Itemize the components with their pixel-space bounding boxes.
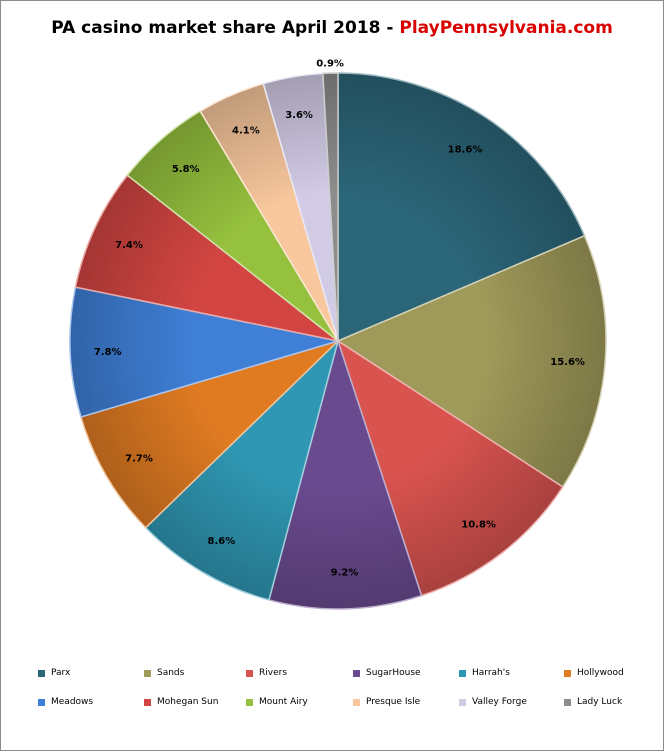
slice-label-harrah-s: 8.6% bbox=[208, 536, 236, 547]
pie-slice-meadows bbox=[69, 286, 339, 418]
slice-label-hollywood: 7.7% bbox=[125, 453, 153, 464]
legend-item-meadows: Meadows bbox=[38, 697, 93, 707]
slice-label-sands: 15.6% bbox=[550, 357, 585, 368]
legend-item-parx: Parx bbox=[38, 668, 70, 678]
chart-title-text: PA casino market share April 2018 - bbox=[51, 18, 400, 38]
legend-item-sugarhouse: SugarHouse bbox=[353, 668, 421, 678]
legend-label: Hollywood bbox=[577, 668, 624, 678]
legend-swatch bbox=[459, 698, 466, 706]
legend-item-mohegan-sun: Mohegan Sun bbox=[144, 697, 218, 707]
legend-label: Mohegan Sun bbox=[157, 697, 219, 707]
legend-swatch bbox=[459, 669, 466, 677]
legend-label: Presque Isle bbox=[366, 697, 421, 707]
chart-title-brand: PlayPennsylvania.com bbox=[399, 18, 613, 38]
legend-label: SugarHouse bbox=[366, 668, 421, 678]
legend-label: Meadows bbox=[51, 697, 94, 707]
pie-slice-lady-luck bbox=[322, 72, 339, 342]
legend-swatch bbox=[144, 698, 151, 706]
legend-swatch bbox=[246, 698, 253, 706]
legend-item-rivers: Rivers bbox=[246, 668, 287, 678]
legend-item-harrah-s: Harrah's bbox=[459, 668, 510, 678]
legend-label: Sands bbox=[157, 668, 185, 678]
legend-swatch bbox=[246, 669, 253, 677]
legend-swatch bbox=[38, 698, 45, 706]
slice-label-mount-airy: 5.8% bbox=[172, 164, 200, 175]
legend-swatch bbox=[38, 669, 45, 677]
legend-swatch bbox=[564, 698, 571, 706]
pie-slice-mohegan-sun bbox=[74, 174, 339, 342]
legend-label: Mount Airy bbox=[259, 697, 308, 707]
legend-item-presque-isle: Presque Isle bbox=[353, 697, 420, 707]
slice-label-meadows: 7.8% bbox=[94, 347, 122, 358]
pie-slice-sugarhouse bbox=[268, 340, 423, 610]
legend-label: Valley Forge bbox=[472, 697, 527, 707]
legend-swatch bbox=[144, 669, 151, 677]
legend-label: Harrah's bbox=[472, 668, 510, 678]
pie-slice-hollywood bbox=[80, 340, 339, 529]
legend-swatch bbox=[353, 698, 360, 706]
legend-label: Lady Luck bbox=[577, 697, 623, 707]
pie-slice-harrah-s bbox=[144, 340, 339, 601]
slice-label-valley-forge: 3.6% bbox=[285, 110, 313, 121]
legend-label: Parx bbox=[51, 668, 71, 678]
slice-label-parx: 18.6% bbox=[448, 145, 483, 156]
legend-item-sands: Sands bbox=[144, 668, 184, 678]
legend-label: Rivers bbox=[259, 668, 288, 678]
slice-label-rivers: 10.8% bbox=[461, 520, 496, 531]
legend-item-valley-forge: Valley Forge bbox=[459, 697, 527, 707]
slice-label-presque-isle: 4.1% bbox=[232, 126, 260, 137]
pie-slice-sands bbox=[337, 235, 607, 488]
slice-label-lady-luck: 0.9% bbox=[316, 58, 344, 69]
legend-swatch bbox=[564, 669, 571, 677]
slice-label-sugarhouse: 9.2% bbox=[331, 567, 359, 578]
chart-title: PA casino market share April 2018 - Play… bbox=[0, 18, 664, 38]
pie-slice-rivers bbox=[337, 340, 564, 597]
legend-item-lady-luck: Lady Luck bbox=[564, 697, 622, 707]
slice-label-mohegan-sun: 7.4% bbox=[115, 240, 143, 251]
legend-swatch bbox=[353, 669, 360, 677]
legend-item-mount-airy: Mount Airy bbox=[246, 697, 308, 707]
pie-slice-parx bbox=[337, 72, 586, 342]
legend-item-hollywood: Hollywood bbox=[564, 668, 624, 678]
